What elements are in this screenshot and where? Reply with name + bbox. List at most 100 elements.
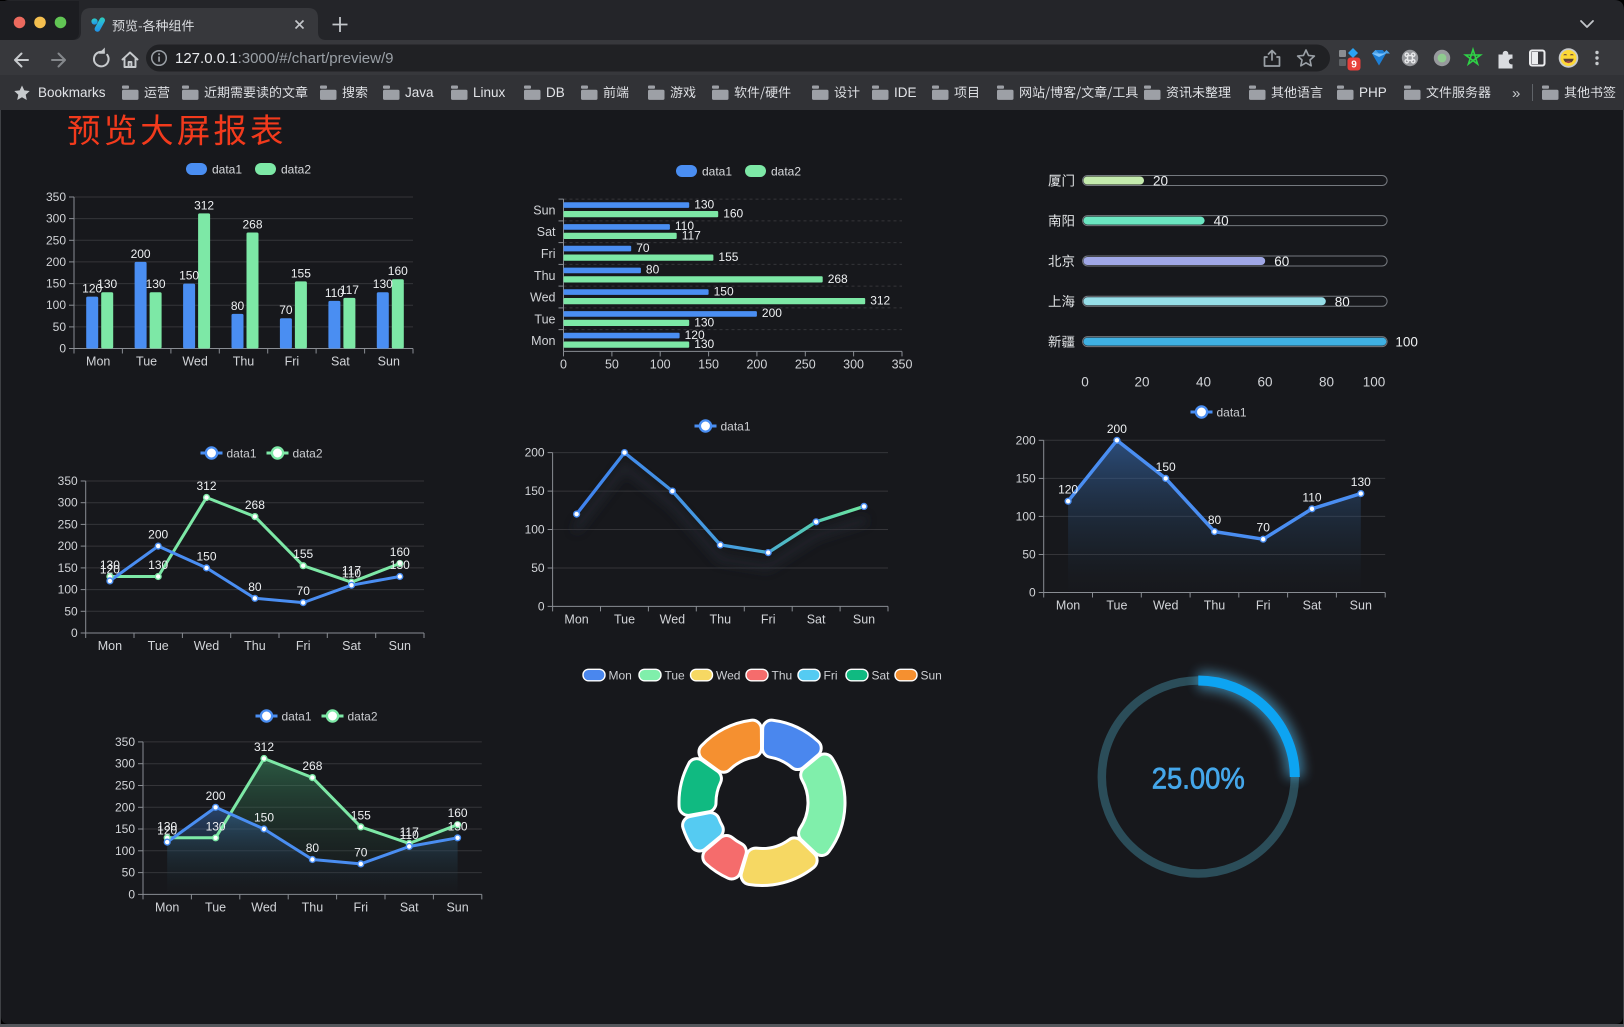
svg-text:200: 200 (1107, 422, 1127, 436)
svg-text:120: 120 (82, 282, 102, 296)
svg-text:Mon: Mon (564, 612, 588, 626)
svg-text:data1: data1 (702, 165, 732, 179)
svg-text:Fri: Fri (761, 612, 776, 626)
svg-text:200: 200 (115, 800, 135, 814)
svg-text:0: 0 (128, 887, 135, 901)
svg-text:200: 200 (46, 255, 66, 269)
svg-text:Thu: Thu (534, 269, 556, 283)
svg-text:350: 350 (58, 474, 78, 488)
svg-text:Sat: Sat (537, 225, 556, 239)
svg-text:Wed: Wed (716, 669, 740, 683)
svg-text:80: 80 (1335, 294, 1350, 309)
svg-text:117: 117 (400, 825, 419, 839)
svg-text:250: 250 (115, 779, 135, 793)
svg-text:50: 50 (64, 604, 78, 618)
svg-text:130: 130 (694, 337, 714, 351)
svg-text:60: 60 (1274, 254, 1289, 269)
svg-text:312: 312 (870, 294, 890, 308)
svg-text:130: 130 (694, 197, 714, 211)
svg-text:160: 160 (388, 264, 408, 278)
svg-text:100: 100 (115, 844, 135, 858)
svg-text:155: 155 (351, 808, 371, 822)
svg-text:130: 130 (146, 277, 166, 291)
svg-text:Mon: Mon (1056, 599, 1080, 613)
svg-text:120: 120 (157, 824, 177, 838)
svg-text:PHP: PHP (1359, 85, 1387, 100)
svg-text:160: 160 (448, 806, 468, 820)
svg-text:Tue: Tue (205, 900, 226, 914)
svg-text:Tue: Tue (136, 355, 157, 369)
svg-text:80: 80 (231, 299, 245, 313)
svg-text:150: 150 (698, 357, 719, 371)
svg-text:Thu: Thu (1204, 599, 1226, 613)
svg-text:data2: data2 (348, 710, 378, 724)
svg-text:312: 312 (194, 198, 214, 212)
svg-text:20: 20 (1134, 375, 1149, 390)
svg-text:130: 130 (206, 819, 226, 833)
svg-text:110: 110 (1302, 490, 1321, 504)
svg-text:data1: data1 (212, 163, 242, 177)
svg-text:150: 150 (46, 277, 66, 291)
svg-text:DB: DB (546, 85, 565, 100)
svg-text:Java: Java (405, 85, 434, 100)
svg-text:Sun: Sun (921, 669, 942, 683)
svg-text:IDE: IDE (894, 85, 917, 100)
svg-text:150: 150 (525, 484, 545, 498)
svg-text:Wed: Wed (660, 612, 686, 626)
svg-text:312: 312 (254, 740, 274, 754)
svg-text:Fri: Fri (296, 639, 311, 653)
svg-text:Tue: Tue (148, 639, 169, 653)
svg-text:Mon: Mon (98, 639, 122, 653)
svg-text:80: 80 (1208, 513, 1222, 527)
svg-text:Sun: Sun (533, 204, 555, 218)
svg-text:Thu: Thu (710, 612, 732, 626)
svg-text:160: 160 (390, 545, 410, 559)
svg-text:200: 200 (1016, 433, 1036, 447)
svg-text:50: 50 (605, 357, 619, 371)
svg-text:data1: data1 (721, 420, 751, 434)
svg-text:Fri: Fri (354, 900, 369, 914)
svg-text:0: 0 (538, 599, 545, 613)
svg-text:155: 155 (293, 547, 313, 561)
svg-text:Sun: Sun (1350, 599, 1372, 613)
svg-text:300: 300 (115, 757, 135, 771)
svg-text:Sun: Sun (853, 612, 875, 626)
svg-text:200: 200 (762, 306, 782, 320)
svg-text:Wed: Wed (251, 900, 277, 914)
svg-text:Sat: Sat (342, 639, 361, 653)
svg-text:»: » (1512, 85, 1520, 102)
svg-text:268: 268 (242, 218, 262, 232)
svg-text:268: 268 (245, 498, 265, 512)
svg-text:70: 70 (1257, 521, 1271, 535)
svg-text:Tue: Tue (614, 612, 635, 626)
svg-text:110: 110 (325, 286, 344, 300)
svg-text:117: 117 (340, 283, 359, 297)
svg-text:9: 9 (1351, 60, 1357, 71)
svg-text:70: 70 (297, 584, 311, 598)
svg-text:70: 70 (279, 303, 293, 317)
svg-text:data1: data1 (282, 710, 312, 724)
svg-text:0: 0 (1081, 375, 1089, 390)
svg-text:350: 350 (115, 735, 135, 749)
svg-text:150: 150 (714, 284, 734, 298)
svg-text:80: 80 (248, 580, 262, 594)
svg-text:Sat: Sat (872, 669, 891, 683)
svg-text:200: 200 (746, 357, 767, 371)
svg-text:130: 130 (373, 277, 393, 291)
svg-text:0: 0 (1029, 586, 1036, 600)
svg-text:50: 50 (1022, 548, 1036, 562)
svg-text:Sat: Sat (400, 900, 419, 914)
svg-text:100: 100 (525, 523, 545, 537)
svg-text:250: 250 (46, 233, 66, 247)
svg-text:150: 150 (179, 269, 199, 283)
svg-text:130: 130 (694, 315, 714, 329)
svg-text:100: 100 (1395, 335, 1418, 350)
svg-text:Thu: Thu (233, 355, 255, 369)
svg-text:Sun: Sun (378, 355, 400, 369)
svg-text:Tue: Tue (665, 669, 686, 683)
svg-text:268: 268 (302, 759, 322, 773)
svg-text:300: 300 (843, 357, 864, 371)
svg-text:data2: data2 (281, 163, 311, 177)
svg-text:127.0.0.1:3000/#/chart/preview: 127.0.0.1:3000/#/chart/preview/9 (175, 50, 394, 67)
svg-text:60: 60 (1257, 375, 1272, 390)
